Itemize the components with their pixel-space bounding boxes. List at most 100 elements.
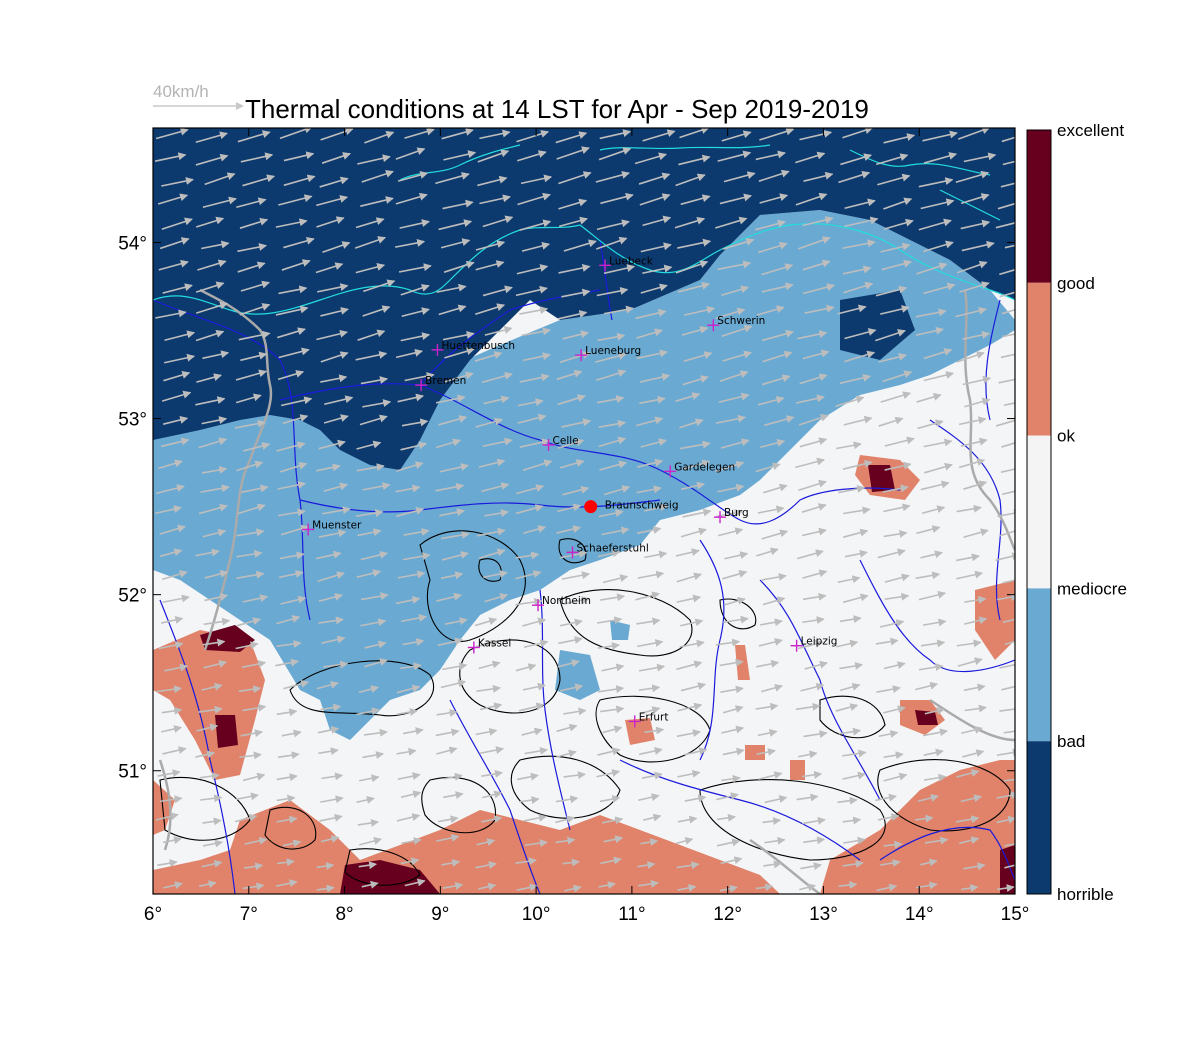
wind-arrow bbox=[598, 881, 616, 889]
wind-arrow bbox=[360, 196, 394, 207]
wind-arrow bbox=[439, 463, 469, 473]
wind-arrow bbox=[557, 310, 588, 320]
wind-arrow bbox=[963, 683, 986, 692]
wind-arrow bbox=[595, 171, 630, 183]
wind-arrow bbox=[761, 263, 794, 276]
wind-arrow bbox=[757, 241, 788, 254]
wind-arrow bbox=[401, 307, 430, 318]
wind-arrow bbox=[557, 394, 586, 406]
wind-arrow bbox=[241, 484, 269, 493]
wind-arrow bbox=[281, 729, 302, 738]
city-luebeck: Luebeck bbox=[599, 255, 654, 272]
wind-arrow bbox=[802, 592, 827, 601]
wind-arrow bbox=[356, 707, 380, 716]
wind-arrow bbox=[522, 617, 547, 627]
wind-arrow bbox=[1001, 308, 1015, 315]
wind-arrow bbox=[842, 860, 864, 868]
wind-arrow bbox=[195, 750, 216, 759]
city-gardelegen: Gardelegen bbox=[664, 461, 735, 478]
wind-arrow bbox=[196, 373, 222, 383]
wind-arrow bbox=[559, 683, 584, 692]
wind-arrow bbox=[364, 658, 388, 668]
wind-arrow bbox=[680, 682, 707, 692]
wind-arrow bbox=[395, 348, 423, 359]
wind-arrow bbox=[880, 391, 912, 403]
wind-arrow bbox=[677, 238, 712, 249]
wind-arrow bbox=[198, 880, 217, 889]
wind-arrow bbox=[196, 723, 219, 732]
wind-arrow bbox=[996, 748, 1015, 757]
wind-arrow bbox=[239, 751, 262, 760]
wind-arrow bbox=[559, 351, 591, 364]
wind-arrow bbox=[715, 307, 746, 320]
wind-arrow bbox=[639, 706, 661, 715]
wind-arrow bbox=[562, 485, 590, 496]
wind-arrow bbox=[680, 527, 707, 538]
wind-arrow bbox=[722, 238, 755, 250]
wind-arrow bbox=[436, 283, 467, 293]
wind-arrow bbox=[722, 570, 748, 580]
wind-arrow bbox=[236, 460, 264, 472]
wind-arrow bbox=[277, 508, 306, 517]
wind-arrow bbox=[398, 263, 432, 273]
wind-arrow bbox=[638, 172, 671, 185]
wind-arrow bbox=[157, 769, 181, 778]
wind-arrow bbox=[524, 839, 548, 848]
wind-arrow bbox=[395, 484, 421, 493]
wind-arrow bbox=[316, 884, 335, 893]
wind-arrow bbox=[235, 792, 259, 801]
wind-arrow bbox=[597, 549, 621, 558]
wind-arrow bbox=[997, 509, 1015, 518]
wind-arrow bbox=[478, 458, 506, 468]
wind-arrow bbox=[278, 347, 310, 359]
wind-arrow bbox=[397, 570, 426, 579]
wind-arrow bbox=[677, 884, 697, 892]
wind-arrow bbox=[878, 416, 904, 427]
wind-arrow bbox=[719, 658, 744, 667]
colorbar: excellent good ok mediocre bad horrible bbox=[1026, 121, 1127, 904]
city-label: Muenster bbox=[312, 519, 362, 531]
wind-arrow bbox=[440, 531, 470, 540]
wind-arrow bbox=[199, 772, 220, 781]
wind-arrow bbox=[798, 640, 824, 650]
wind-arrow bbox=[400, 662, 422, 671]
wind-arrow bbox=[281, 259, 311, 271]
wind-arrow bbox=[878, 730, 899, 738]
wind-arrow bbox=[838, 170, 871, 184]
wind-arrow bbox=[515, 597, 543, 606]
wind-arrow bbox=[682, 508, 712, 518]
wind-arrow bbox=[198, 705, 223, 714]
wind-arrow bbox=[556, 723, 578, 733]
wind-arrow bbox=[316, 463, 341, 472]
wind-arrow bbox=[437, 637, 464, 647]
wind-arrow bbox=[760, 438, 786, 449]
wind-arrow bbox=[239, 303, 271, 316]
wind-arrow bbox=[561, 418, 592, 428]
wind-arrow bbox=[204, 172, 236, 186]
wind-arrow bbox=[761, 282, 794, 293]
wind-arrow bbox=[602, 725, 623, 734]
wind-arrow bbox=[995, 416, 1015, 427]
wind-arrow bbox=[202, 196, 237, 209]
wind-arrow bbox=[679, 639, 705, 648]
wind-arrow bbox=[722, 350, 753, 362]
wind-arrow bbox=[322, 506, 351, 515]
wind-arrow bbox=[723, 596, 746, 606]
x-axis-ticks: 6° 7° 8° 9° 10° 11° 12° 13° 14° 15° bbox=[144, 128, 1029, 925]
wind-arrow bbox=[644, 550, 668, 559]
wind-arrow bbox=[597, 332, 626, 342]
wind-arrow bbox=[563, 771, 586, 780]
wind-arrow bbox=[718, 527, 744, 537]
wind-arrow bbox=[843, 281, 874, 294]
bad-zone-patch bbox=[610, 620, 630, 640]
wind-arrow bbox=[920, 858, 938, 867]
wind-arrow bbox=[759, 618, 783, 627]
wind-arrow bbox=[435, 172, 470, 185]
wind-arrow bbox=[475, 240, 506, 251]
wind-arrow bbox=[642, 215, 672, 227]
wind-arrow bbox=[723, 171, 756, 183]
wind-arrow bbox=[204, 593, 229, 602]
wind-arrow bbox=[515, 663, 537, 672]
wind-arrow bbox=[755, 150, 786, 161]
wind-arrow bbox=[278, 285, 308, 295]
